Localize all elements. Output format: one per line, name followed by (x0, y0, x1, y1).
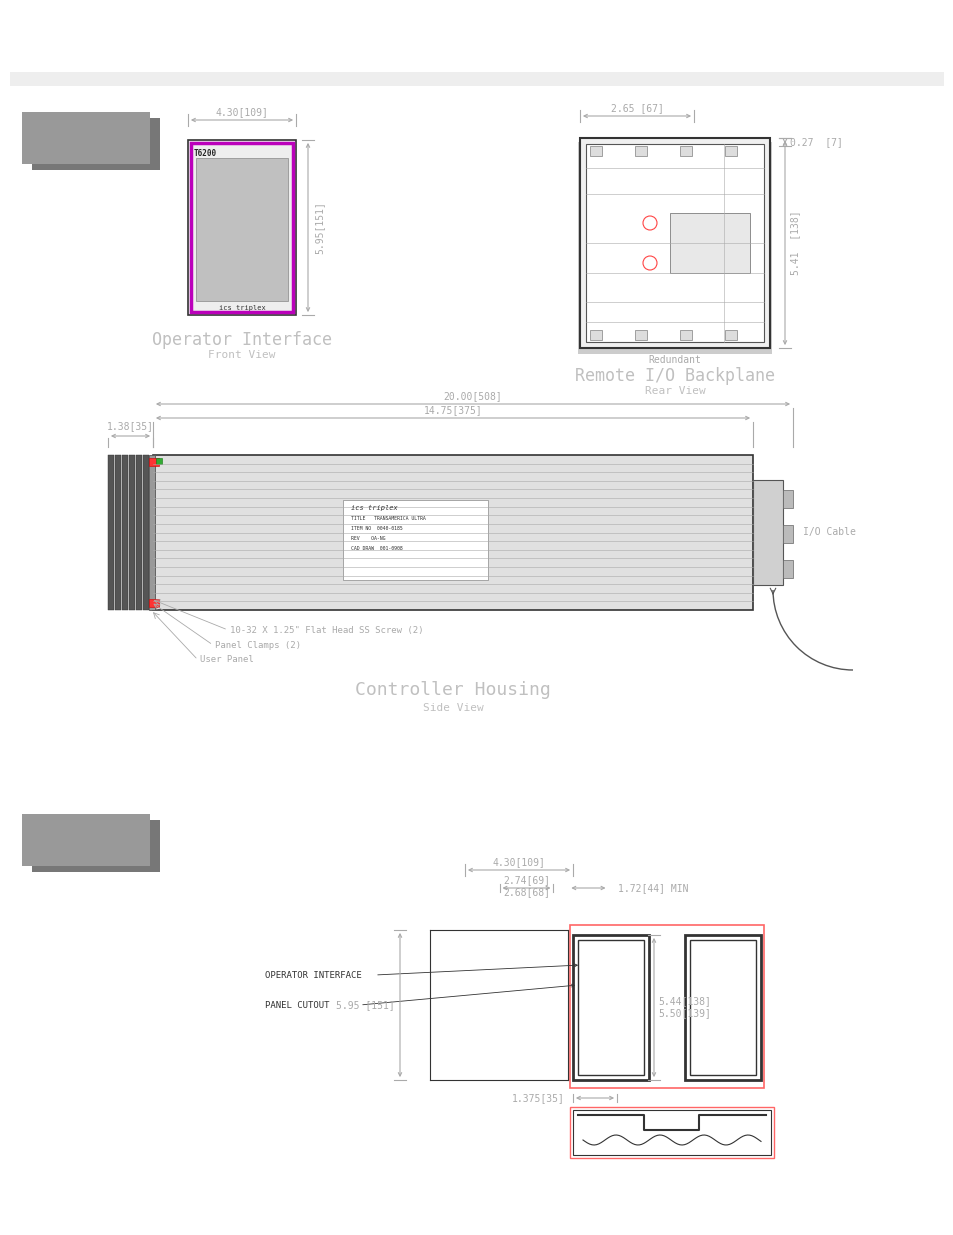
Bar (782, 525, 792, 543)
Text: TITLE   TRANSAMERICA ULTRA: TITLE TRANSAMERICA ULTRA (351, 516, 425, 521)
Text: ITEM NO  0040-0185: ITEM NO 0040-0185 (351, 526, 402, 531)
Text: T6200: T6200 (193, 148, 217, 158)
Text: Operator Interface: Operator Interface (152, 331, 332, 350)
Bar (343, 500, 488, 580)
Bar (585, 144, 763, 342)
Bar (149, 454, 154, 610)
Text: 4.30[109]: 4.30[109] (215, 107, 268, 117)
Bar (115, 454, 121, 610)
Bar (569, 925, 763, 1088)
Bar (679, 330, 691, 340)
Bar (195, 158, 288, 301)
Bar (724, 330, 737, 340)
Bar (635, 146, 646, 156)
Text: 14.75[375]: 14.75[375] (423, 405, 482, 415)
Bar (684, 935, 760, 1079)
Bar (143, 454, 149, 610)
Text: 4.30[109]: 4.30[109] (492, 857, 545, 867)
Bar (191, 143, 293, 312)
Text: 2.65 [67]: 2.65 [67] (610, 103, 662, 112)
Bar (156, 458, 162, 464)
Bar (188, 140, 295, 315)
Bar (149, 458, 159, 466)
Text: 2.74[69]: 2.74[69] (502, 876, 550, 885)
Text: Rear View: Rear View (644, 387, 704, 396)
Bar (108, 454, 113, 610)
Text: OPERATOR INTERFACE: OPERATOR INTERFACE (265, 971, 361, 979)
Bar (573, 935, 648, 1079)
Text: REV    OA-NG: REV OA-NG (351, 536, 385, 541)
Text: Redundant: Redundant (648, 354, 700, 366)
Text: 1.38[35]: 1.38[35] (107, 421, 153, 431)
Text: ics triplex: ics triplex (218, 305, 265, 311)
Text: 0.27  [7]: 0.27 [7] (789, 137, 842, 147)
Bar (635, 330, 646, 340)
Text: 20.00[508]: 20.00[508] (443, 391, 502, 401)
Bar (136, 454, 142, 610)
Bar (149, 599, 159, 606)
Bar (579, 138, 769, 348)
Text: 2.68[68]: 2.68[68] (502, 887, 550, 897)
Bar (782, 559, 792, 578)
Text: CAD DRAW  001-0908: CAD DRAW 001-0908 (351, 546, 402, 551)
Bar (152, 454, 752, 610)
Bar (589, 330, 601, 340)
Bar (129, 454, 135, 610)
Bar (689, 940, 755, 1074)
Bar (573, 1110, 770, 1155)
Text: 10-32 X 1.25" Flat Head SS Screw (2): 10-32 X 1.25" Flat Head SS Screw (2) (230, 625, 423, 635)
Text: 1.72[44] MIN: 1.72[44] MIN (618, 883, 688, 893)
Text: ics triplex: ics triplex (351, 505, 397, 511)
Bar (752, 480, 782, 585)
Bar (578, 142, 771, 354)
Text: 5.41  [138]: 5.41 [138] (789, 211, 800, 275)
Bar (724, 146, 737, 156)
Text: Front View: Front View (208, 350, 275, 359)
Text: 1.375[35]: 1.375[35] (512, 1093, 564, 1103)
Text: User Panel: User Panel (200, 656, 253, 664)
Bar (669, 212, 749, 273)
Bar (679, 146, 691, 156)
Text: Remote I/O Backplane: Remote I/O Backplane (575, 367, 774, 385)
Text: Side View: Side View (422, 703, 483, 713)
Text: PANEL CUTOUT: PANEL CUTOUT (265, 1000, 329, 1009)
Text: 5.95 [151]: 5.95 [151] (335, 1000, 395, 1010)
Text: 5.95[151]: 5.95[151] (314, 201, 324, 254)
Bar (22, 112, 150, 164)
Text: 5.44[138]: 5.44[138] (658, 997, 710, 1007)
Bar (10, 72, 943, 86)
Bar (22, 814, 150, 866)
Bar (589, 146, 601, 156)
Bar (32, 820, 160, 872)
Text: Panel Clamps (2): Panel Clamps (2) (214, 641, 301, 650)
Bar (32, 119, 160, 170)
Text: I/O Cable: I/O Cable (802, 527, 855, 537)
Bar (122, 454, 128, 610)
Text: Controller Housing: Controller Housing (355, 680, 550, 699)
Bar (782, 490, 792, 508)
Bar (578, 940, 643, 1074)
Bar (569, 1107, 773, 1158)
Text: 5.50[139]: 5.50[139] (658, 1009, 710, 1019)
